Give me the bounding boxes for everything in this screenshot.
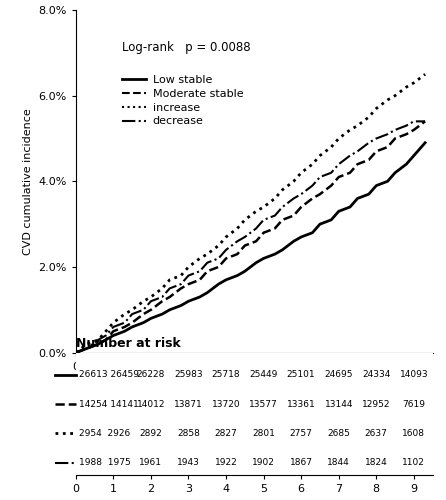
Text: 25101: 25101 [287,370,315,379]
Y-axis label: CVD cumulative incidence: CVD cumulative incidence [23,108,33,255]
Text: 26613 26459: 26613 26459 [79,370,139,379]
Text: 2827: 2827 [215,429,237,438]
Text: 13577: 13577 [249,400,278,408]
Text: 1943: 1943 [177,458,200,468]
Text: 13361: 13361 [287,400,315,408]
Text: 1988  1975: 1988 1975 [79,458,131,468]
Text: 2801: 2801 [252,429,275,438]
Text: 1961: 1961 [140,458,162,468]
Text: Number at risk: Number at risk [76,337,181,350]
Text: 1102: 1102 [402,458,425,468]
Text: 2892: 2892 [140,429,162,438]
Text: 14093: 14093 [400,370,428,379]
Legend: Low stable, Moderate stable, increase, decrease: Low stable, Moderate stable, increase, d… [117,70,248,131]
Text: 25449: 25449 [249,370,278,379]
Text: 1902: 1902 [252,458,275,468]
Text: 13871: 13871 [174,400,203,408]
Text: Log-rank   p = 0.0088: Log-rank p = 0.0088 [122,41,251,54]
Text: 2637: 2637 [365,429,388,438]
Text: 1608: 1608 [402,429,425,438]
Text: 2757: 2757 [290,429,313,438]
Text: 14012: 14012 [136,400,165,408]
Text: 14254 14141: 14254 14141 [79,400,139,408]
Text: 1824: 1824 [365,458,388,468]
Text: 2858: 2858 [177,429,200,438]
Text: 26228: 26228 [137,370,165,379]
Text: 2685: 2685 [327,429,350,438]
Text: 1844: 1844 [327,458,350,468]
Text: 2954  2926: 2954 2926 [79,429,130,438]
Text: 25718: 25718 [212,370,240,379]
Text: 7619: 7619 [402,400,425,408]
Text: 1922: 1922 [215,458,237,468]
Text: 13144: 13144 [325,400,353,408]
Text: 24695: 24695 [325,370,353,379]
Text: 1867: 1867 [289,458,313,468]
Text: 24334: 24334 [362,370,390,379]
X-axis label: Follow up time (years): Follow up time (years) [192,377,316,387]
Text: 12952: 12952 [362,400,391,408]
Text: 25983: 25983 [174,370,203,379]
Text: 13720: 13720 [212,400,240,408]
